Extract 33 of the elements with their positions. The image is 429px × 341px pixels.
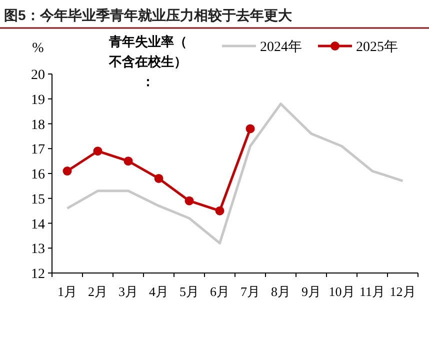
- point: [246, 124, 255, 134]
- point: [62, 166, 72, 176]
- y-tick-label: 19: [31, 92, 45, 108]
- x-tick-label: 4月: [149, 284, 168, 299]
- x-tick-label: 7月: [240, 284, 260, 299]
- point: [93, 146, 102, 156]
- x-tick-label: 1月: [58, 284, 77, 299]
- x-tick-label: 2月: [88, 284, 108, 299]
- legend-title: 青年失业率（不含在校生）：: [108, 34, 187, 89]
- y-tick-label: 14: [31, 217, 45, 232]
- x-tick-label: 3月: [118, 284, 138, 299]
- legend-label: 2024年: [260, 39, 302, 55]
- y-tick-label: 16: [31, 168, 45, 182]
- x-tick-label: 11月: [359, 284, 386, 299]
- y-tick-label: 15: [31, 192, 45, 208]
- x-tick-label: 9月: [302, 284, 321, 299]
- chart-title: 图5：今年毕业季青年就业压力相较于去年更大: [4, 7, 293, 23]
- x-tick-label: 8月: [271, 284, 290, 299]
- y-tick-label: 18: [31, 118, 45, 133]
- x-tick-label: 12月: [390, 284, 416, 299]
- x-tick-label: 5月: [180, 284, 199, 299]
- point: [154, 174, 164, 183]
- x-tick-label: 10月: [328, 284, 355, 299]
- legend-label: 2025年: [356, 39, 398, 55]
- y-tick-label: 13: [31, 242, 45, 258]
- point: [124, 156, 133, 166]
- point: [184, 196, 194, 206]
- x-tick-label: 6月: [210, 284, 230, 299]
- y-tick-label: 20: [31, 68, 45, 83]
- y-tick-label: 17: [31, 142, 45, 158]
- y-tick-label: 12: [31, 267, 45, 282]
- y-axis-title: %: [32, 41, 44, 56]
- point: [215, 206, 224, 216]
